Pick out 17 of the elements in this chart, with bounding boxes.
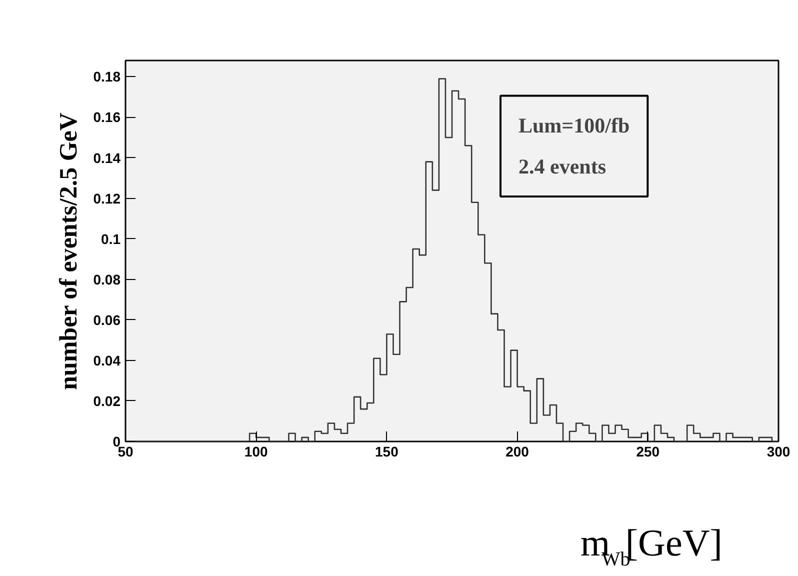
y-tick-label: 0.04	[93, 352, 121, 368]
y-tick-label: 0.12	[93, 190, 121, 206]
x-tick-label: 150	[375, 444, 399, 460]
annotation: 2.4 events	[518, 154, 606, 178]
x-tick-label: 250	[636, 444, 660, 460]
y-tick-label: 0.16	[93, 109, 121, 126]
y-tick-label: 0.18	[93, 68, 121, 85]
x-tick-label: 100	[244, 444, 268, 460]
y-tick-label: 0.02	[93, 392, 121, 409]
y-tick-label: 0.06	[93, 312, 121, 328]
y-tick-label: 0.1	[101, 230, 121, 247]
y-tick-label: 0.08	[93, 271, 121, 288]
y-tick-label: 0.14	[93, 150, 121, 166]
y-axis-title: number of events/2.5 GeV	[55, 112, 82, 390]
x-tick-label: 300	[766, 444, 790, 460]
x-tick-label: 200	[506, 444, 530, 460]
annotation: Lum=100/fb	[518, 114, 630, 138]
